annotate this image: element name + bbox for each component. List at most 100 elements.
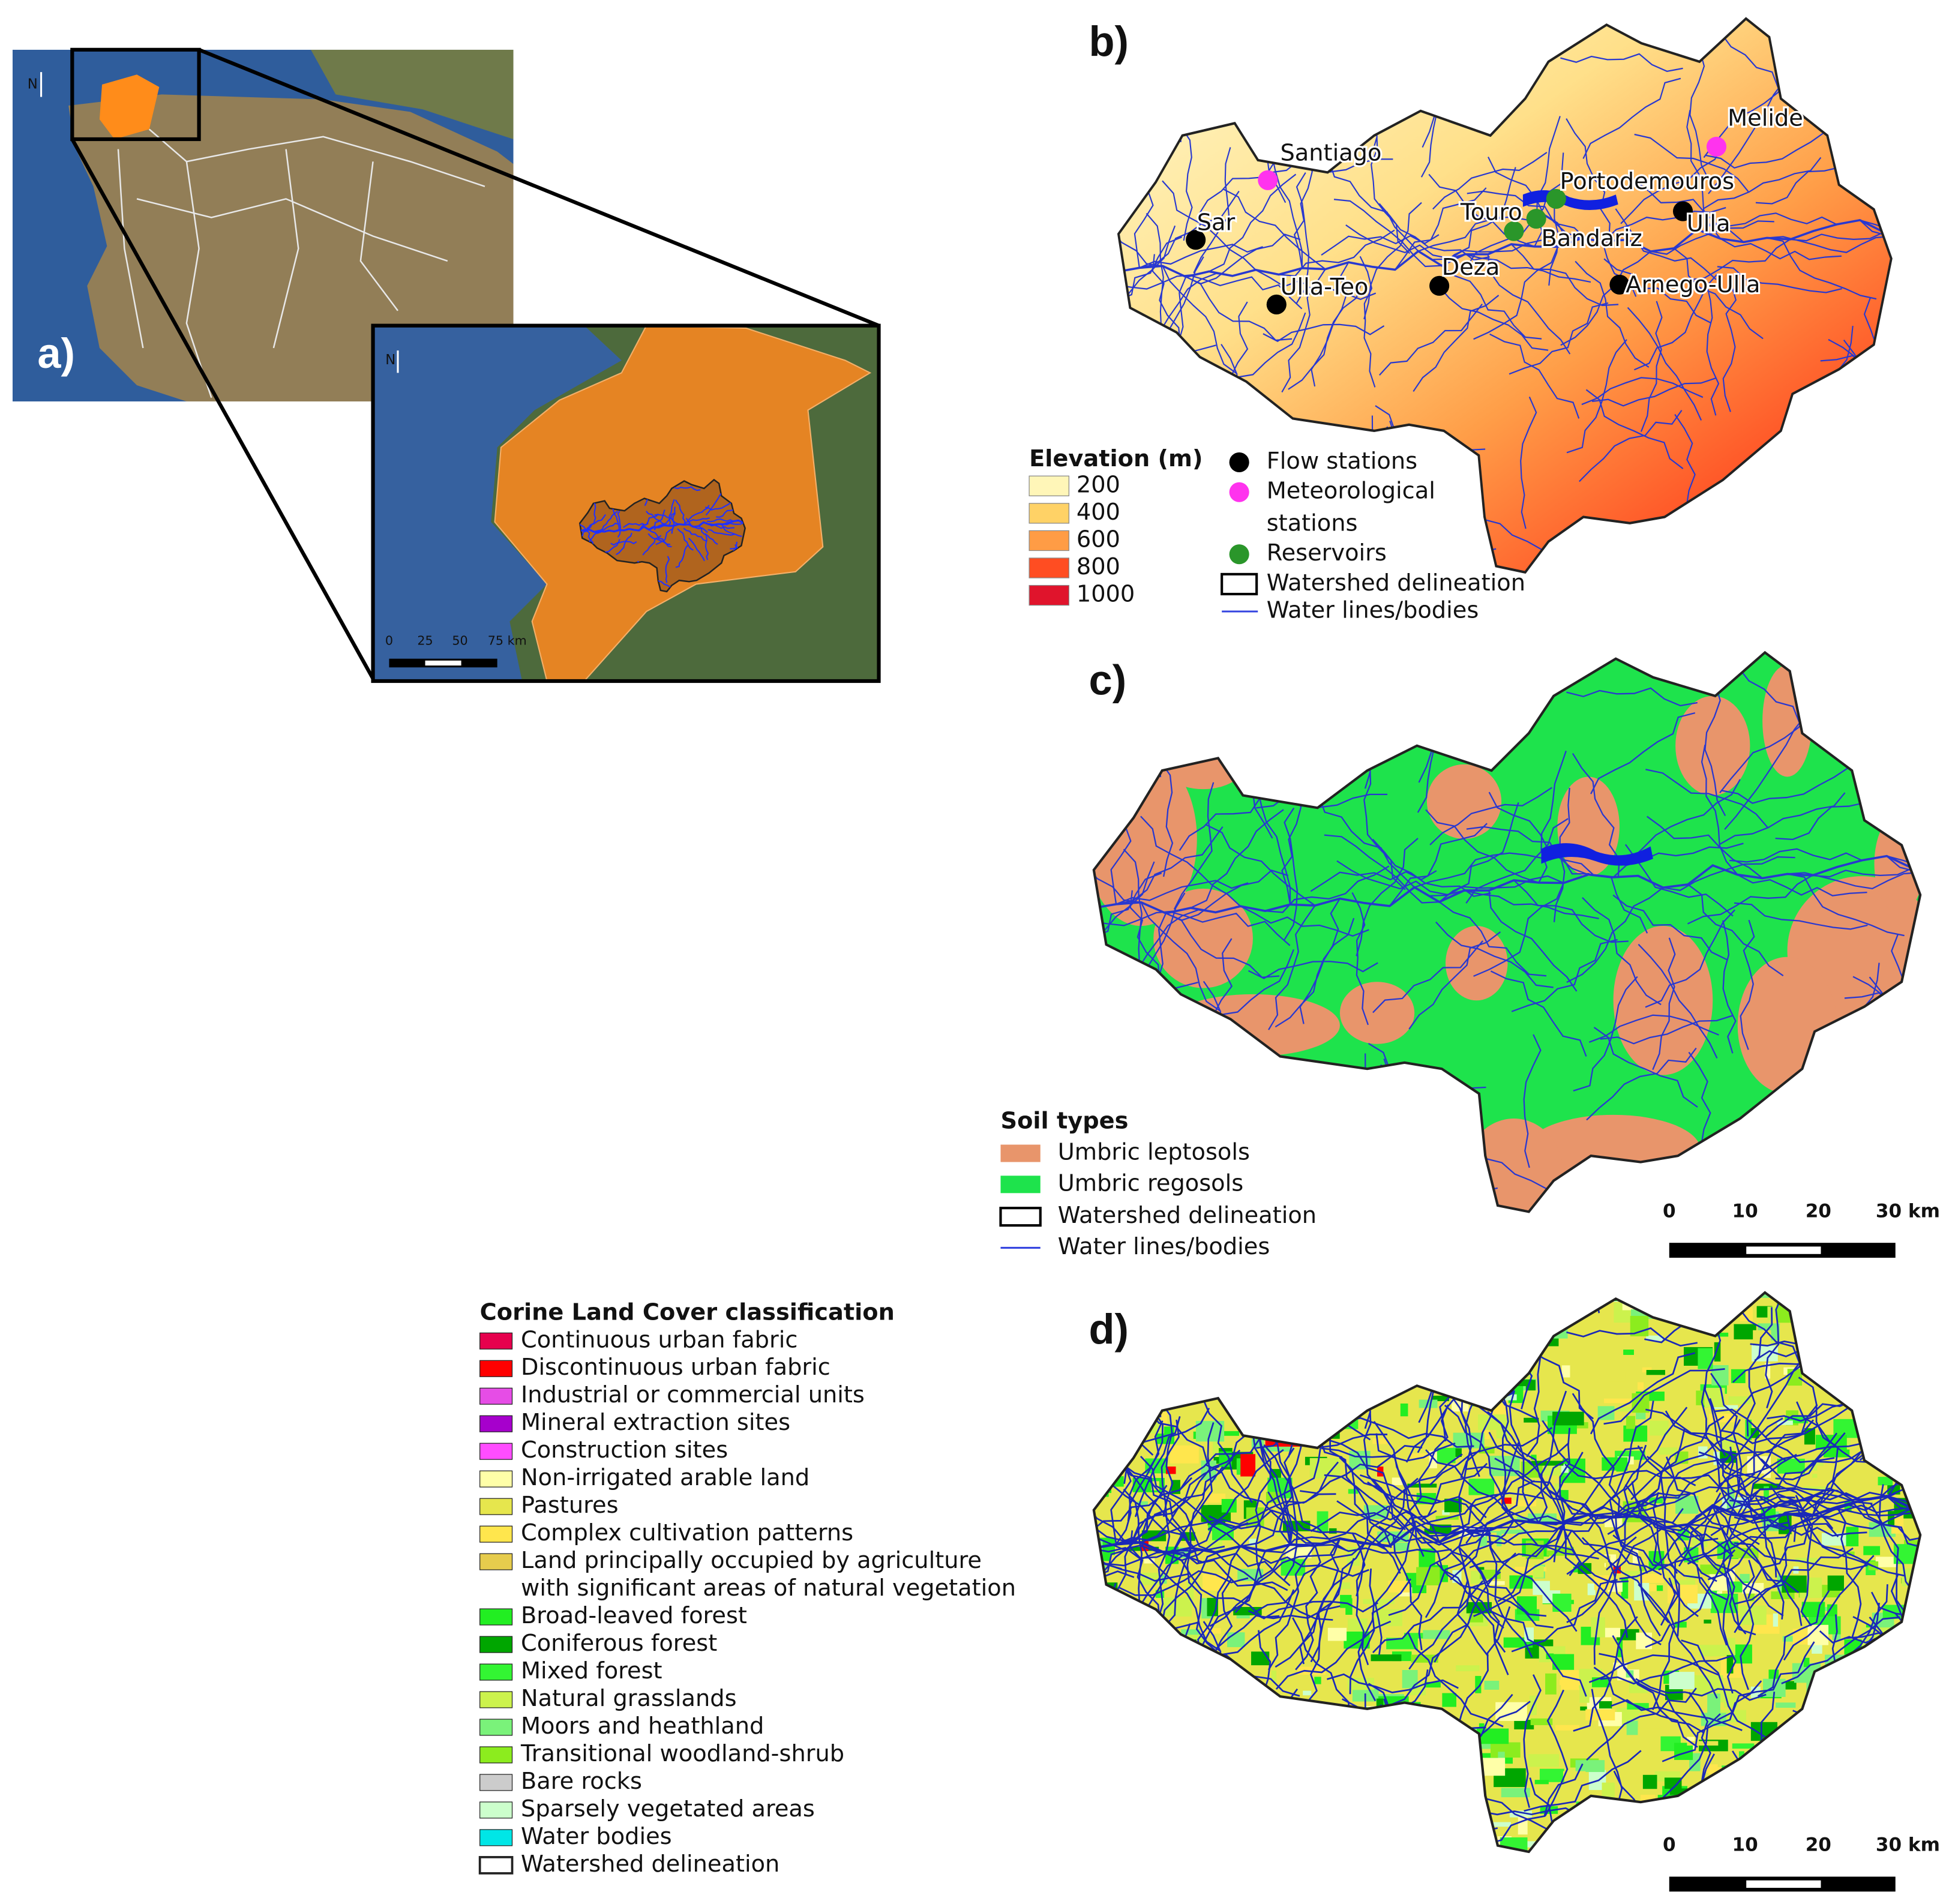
station-marker <box>1609 274 1630 295</box>
river <box>1566 1527 1664 1623</box>
river <box>1566 118 1611 241</box>
river <box>1193 147 1231 274</box>
landcover-patch <box>1669 1672 1695 1690</box>
river <box>1093 1292 1103 1328</box>
river <box>653 512 675 530</box>
river <box>698 525 718 545</box>
river <box>1520 396 1537 529</box>
river <box>1572 752 1620 877</box>
landcover-patch <box>1108 1794 1131 1800</box>
legend-label: Natural grasslands <box>521 1685 737 1712</box>
landcover-patch <box>1561 1365 1570 1378</box>
river <box>1859 1361 1921 1461</box>
river <box>1640 301 1663 432</box>
landcover-patch <box>1875 1359 1897 1372</box>
river <box>1737 1514 1867 1537</box>
landcover-patch <box>1132 1645 1152 1656</box>
river <box>1256 1363 1371 1441</box>
landcover-patch <box>1776 1702 1796 1708</box>
inset-frame <box>371 323 881 683</box>
landcover-patch <box>1269 1297 1301 1315</box>
landcover-patch <box>1441 1729 1451 1750</box>
river <box>1275 917 1355 1028</box>
scale-label: 0 <box>385 634 393 648</box>
river <box>1757 1590 1830 1697</box>
river <box>1108 1817 1212 1852</box>
legend-label: Broad-leaved forest <box>521 1602 747 1629</box>
landcover-patch <box>1914 1597 1921 1616</box>
river <box>1579 410 1683 482</box>
station-label: Deza <box>1442 254 1500 281</box>
river <box>1823 81 1891 170</box>
river <box>1645 769 1768 828</box>
landcover-patch <box>1399 1464 1411 1480</box>
landcover-patch <box>1393 1818 1424 1830</box>
landcover-patch <box>1847 1355 1863 1371</box>
landcover-patch <box>1340 1594 1352 1608</box>
river <box>1140 19 1182 142</box>
border <box>136 198 448 262</box>
river <box>1364 1693 1425 1813</box>
river <box>1488 1530 1578 1632</box>
landcover-patch <box>1321 1820 1336 1825</box>
legend-label: Discontinuous urban fabric <box>521 1354 830 1381</box>
river <box>1609 1407 1688 1518</box>
river <box>1465 818 1569 904</box>
river <box>1267 1491 1387 1551</box>
soil-patch <box>1464 1119 1564 1212</box>
river <box>1634 133 1749 193</box>
landcover-patch <box>1137 1780 1165 1801</box>
landcover-patch <box>1524 1417 1539 1423</box>
river <box>1566 887 1664 984</box>
landcover-patch <box>1765 1363 1771 1379</box>
river <box>1255 269 1377 300</box>
river <box>665 556 670 583</box>
landcover-patch <box>1181 1629 1204 1635</box>
landcover-patch <box>1486 1822 1511 1827</box>
landcover-patch <box>1239 1701 1262 1714</box>
landcover-patch <box>1334 1735 1363 1743</box>
landcover-patch <box>1260 1431 1269 1436</box>
landcover-patch <box>1929 1626 1943 1642</box>
legend-label: Umbric leptosols <box>1058 1139 1250 1166</box>
river <box>1717 1641 1815 1721</box>
landcover-patch <box>1138 1805 1164 1812</box>
river <box>1276 42 1393 89</box>
landcover-patch <box>1269 1693 1276 1705</box>
river <box>1407 1632 1504 1728</box>
river <box>1359 1530 1489 1546</box>
river <box>1140 1456 1242 1547</box>
river <box>1384 1822 1490 1852</box>
landcover-patch <box>1875 1557 1898 1567</box>
river <box>617 510 622 538</box>
landcover-patch <box>1773 1744 1793 1756</box>
landcover-patch <box>1875 1758 1908 1779</box>
landcover-patch <box>1764 1486 1769 1503</box>
landcover-patch <box>1538 1314 1555 1333</box>
landcover-patch <box>1878 1438 1886 1458</box>
landcover-patch <box>1186 1725 1210 1738</box>
river <box>1566 339 1627 454</box>
zoom-line <box>70 138 375 680</box>
river <box>674 486 701 491</box>
landcover-patch <box>1250 1762 1282 1773</box>
landcover-patch <box>1135 1292 1159 1295</box>
landcover-patch <box>1717 1332 1729 1337</box>
landcover-patch <box>1189 1321 1202 1332</box>
landcover-patch <box>1410 1453 1429 1459</box>
river <box>1321 1442 1456 1462</box>
legend-marker <box>1229 452 1249 473</box>
river <box>1425 1449 1539 1524</box>
river <box>1438 284 1549 351</box>
river <box>1687 874 1813 925</box>
landcover-patch <box>1349 1834 1360 1841</box>
river <box>1374 1527 1416 1655</box>
landcover-patch <box>1233 1691 1251 1708</box>
river <box>1255 1446 1272 1579</box>
river <box>610 541 637 546</box>
panel-a: N a) N 0 25 50 75 km <box>12 47 881 683</box>
legend-label: 1000 <box>1077 581 1135 608</box>
river <box>1581 377 1704 406</box>
legend-label: Sparsely vegetated areas <box>521 1795 815 1822</box>
